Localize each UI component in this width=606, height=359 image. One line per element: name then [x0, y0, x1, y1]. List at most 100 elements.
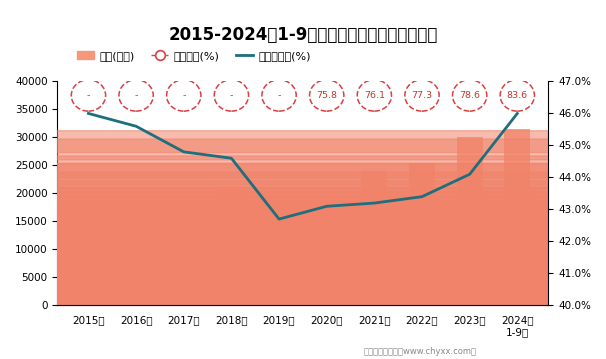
Circle shape	[0, 273, 606, 288]
Circle shape	[0, 276, 606, 289]
Circle shape	[0, 288, 606, 304]
Circle shape	[0, 164, 606, 182]
Circle shape	[0, 199, 606, 212]
Circle shape	[0, 211, 606, 227]
Circle shape	[0, 229, 606, 242]
Circle shape	[0, 286, 606, 304]
Circle shape	[0, 277, 606, 290]
Ellipse shape	[72, 80, 105, 111]
Circle shape	[0, 187, 606, 208]
Bar	[456, 137, 483, 306]
Bar	[266, 198, 292, 306]
Ellipse shape	[310, 80, 344, 111]
Circle shape	[0, 275, 606, 289]
Circle shape	[0, 181, 606, 203]
Circle shape	[0, 246, 606, 264]
Circle shape	[0, 247, 606, 260]
Circle shape	[0, 230, 606, 247]
Ellipse shape	[453, 80, 487, 111]
Text: 78.6: 78.6	[459, 91, 480, 100]
Ellipse shape	[215, 80, 248, 111]
Circle shape	[0, 224, 606, 236]
Circle shape	[0, 210, 606, 222]
Circle shape	[0, 265, 606, 277]
Bar	[409, 163, 435, 306]
Text: -: -	[87, 91, 90, 100]
Circle shape	[0, 275, 606, 289]
Text: 制图：智妆咋询（www.chyxx.com）: 制图：智妆咋询（www.chyxx.com）	[364, 347, 476, 356]
Bar	[123, 202, 149, 306]
Circle shape	[0, 192, 606, 208]
Bar	[361, 171, 387, 306]
Bar	[75, 209, 102, 306]
Circle shape	[0, 262, 606, 275]
Circle shape	[0, 131, 606, 153]
Circle shape	[0, 291, 606, 304]
Circle shape	[0, 291, 606, 304]
Circle shape	[0, 218, 606, 230]
Title: 2015-2024年1-9月医药制造业企业负债统计图: 2015-2024年1-9月医药制造业企业负债统计图	[168, 26, 438, 44]
Circle shape	[0, 245, 606, 258]
Circle shape	[0, 229, 606, 242]
Ellipse shape	[405, 80, 439, 111]
Circle shape	[0, 172, 606, 189]
Text: 76.1: 76.1	[364, 91, 385, 100]
Circle shape	[0, 290, 606, 304]
Circle shape	[0, 206, 606, 228]
Text: 75.8: 75.8	[316, 91, 337, 100]
Circle shape	[0, 292, 606, 304]
Circle shape	[0, 232, 606, 253]
Circle shape	[0, 188, 606, 202]
Text: 77.3: 77.3	[411, 91, 433, 100]
Circle shape	[0, 233, 606, 245]
Circle shape	[0, 256, 606, 270]
Bar	[504, 129, 530, 306]
Circle shape	[0, 197, 606, 211]
Circle shape	[0, 225, 606, 243]
Circle shape	[0, 260, 606, 273]
Circle shape	[0, 251, 606, 263]
Circle shape	[0, 156, 606, 178]
Text: -: -	[230, 91, 233, 100]
Circle shape	[0, 214, 606, 228]
Text: -: -	[135, 91, 138, 100]
Circle shape	[0, 260, 606, 273]
Circle shape	[0, 197, 606, 211]
Circle shape	[0, 259, 606, 280]
Circle shape	[0, 211, 606, 232]
Circle shape	[0, 139, 606, 160]
Circle shape	[0, 238, 606, 250]
Text: -: -	[278, 91, 281, 100]
Circle shape	[0, 213, 606, 227]
Circle shape	[0, 257, 606, 279]
Circle shape	[0, 163, 606, 184]
Circle shape	[0, 249, 606, 266]
Circle shape	[0, 222, 606, 237]
Ellipse shape	[167, 80, 201, 111]
Circle shape	[0, 205, 606, 223]
Circle shape	[0, 293, 606, 304]
Circle shape	[0, 282, 606, 304]
Ellipse shape	[357, 80, 391, 111]
Circle shape	[0, 244, 606, 258]
Circle shape	[0, 230, 606, 243]
Circle shape	[0, 269, 606, 285]
Circle shape	[0, 244, 606, 258]
Circle shape	[0, 185, 606, 202]
Circle shape	[0, 266, 606, 284]
Circle shape	[0, 235, 606, 256]
Circle shape	[0, 205, 606, 220]
Circle shape	[0, 279, 606, 291]
Circle shape	[0, 213, 606, 227]
Legend: 负债(亿元), 产权比率(%), 资产负债率(%): 负债(亿元), 产权比率(%), 资产负债率(%)	[73, 47, 315, 66]
Text: -: -	[182, 91, 185, 100]
Circle shape	[0, 203, 606, 216]
Circle shape	[0, 260, 606, 274]
Text: 83.6: 83.6	[507, 91, 528, 100]
Bar	[218, 187, 244, 306]
Bar	[313, 196, 340, 306]
Circle shape	[0, 283, 606, 304]
Ellipse shape	[119, 80, 153, 111]
Ellipse shape	[262, 80, 296, 111]
Ellipse shape	[500, 80, 534, 111]
